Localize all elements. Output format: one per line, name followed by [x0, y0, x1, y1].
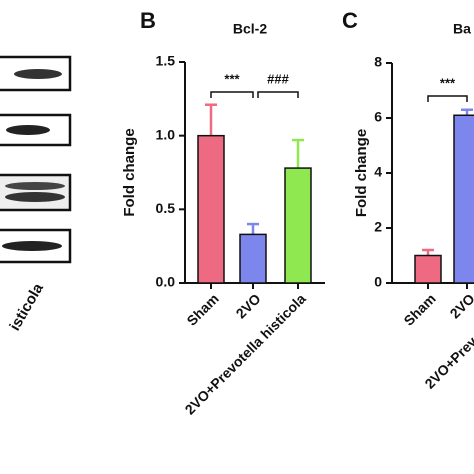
x-tick-label: Sham — [183, 290, 221, 328]
x-tick-label: Sham — [400, 290, 438, 328]
y-tick-label: 1.0 — [156, 126, 176, 142]
bar — [414, 254, 442, 284]
band — [5, 182, 65, 190]
band — [14, 69, 62, 79]
bar — [284, 167, 312, 284]
bar — [197, 134, 225, 284]
band — [2, 241, 62, 251]
chart-title: Ba — [453, 21, 471, 37]
bar — [239, 233, 267, 284]
panel-label: C — [342, 8, 358, 33]
y-tick-label: 4 — [374, 164, 382, 180]
x-tick-label: 2VO — [447, 290, 474, 321]
y-axis-label: Fold change — [121, 128, 138, 216]
significance-label: ### — [267, 71, 289, 86]
significance-bracket — [257, 91, 299, 98]
panel-label: B — [140, 8, 156, 33]
band — [5, 192, 65, 202]
band — [6, 125, 50, 135]
y-axis-label: Fold change — [353, 129, 370, 217]
significance-bracket — [427, 95, 468, 102]
blot-label: isticola — [6, 280, 47, 334]
chart-title: Bcl-2 — [233, 21, 267, 37]
y-tick-label: 0 — [374, 274, 382, 290]
x-tick-label: 2VO — [233, 290, 264, 321]
y-tick-label: 1.5 — [156, 53, 176, 69]
significance-bracket — [210, 91, 254, 98]
bar — [453, 114, 474, 284]
y-tick-label: 6 — [374, 109, 382, 125]
y-tick-label: 0.5 — [156, 200, 176, 216]
western-blot: isticola — [0, 55, 72, 334]
significance-label: *** — [224, 71, 240, 86]
y-tick-label: 0.0 — [156, 274, 176, 290]
y-tick-label: 2 — [374, 219, 382, 235]
y-tick-label: 8 — [374, 54, 382, 70]
significance-label: *** — [440, 75, 456, 90]
